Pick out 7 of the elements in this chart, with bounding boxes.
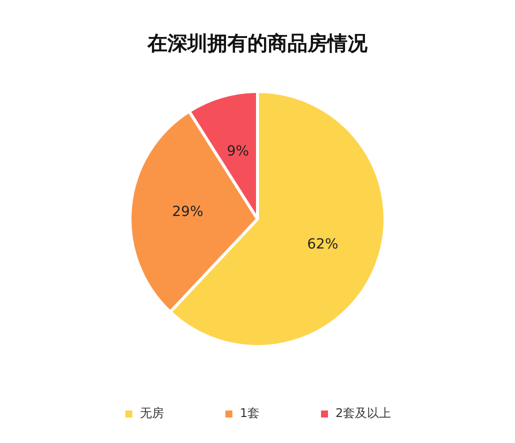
legend-label: 1套 [240, 406, 260, 420]
data-label: 29% [172, 204, 204, 220]
legend-label: 无房 [140, 406, 164, 420]
data-label: 62% [307, 236, 338, 252]
chart-title: 在深圳拥有的商品房情况 [146, 30, 368, 57]
legend-label: 2套及以上 [336, 406, 392, 420]
data-label: 9% [226, 143, 250, 160]
